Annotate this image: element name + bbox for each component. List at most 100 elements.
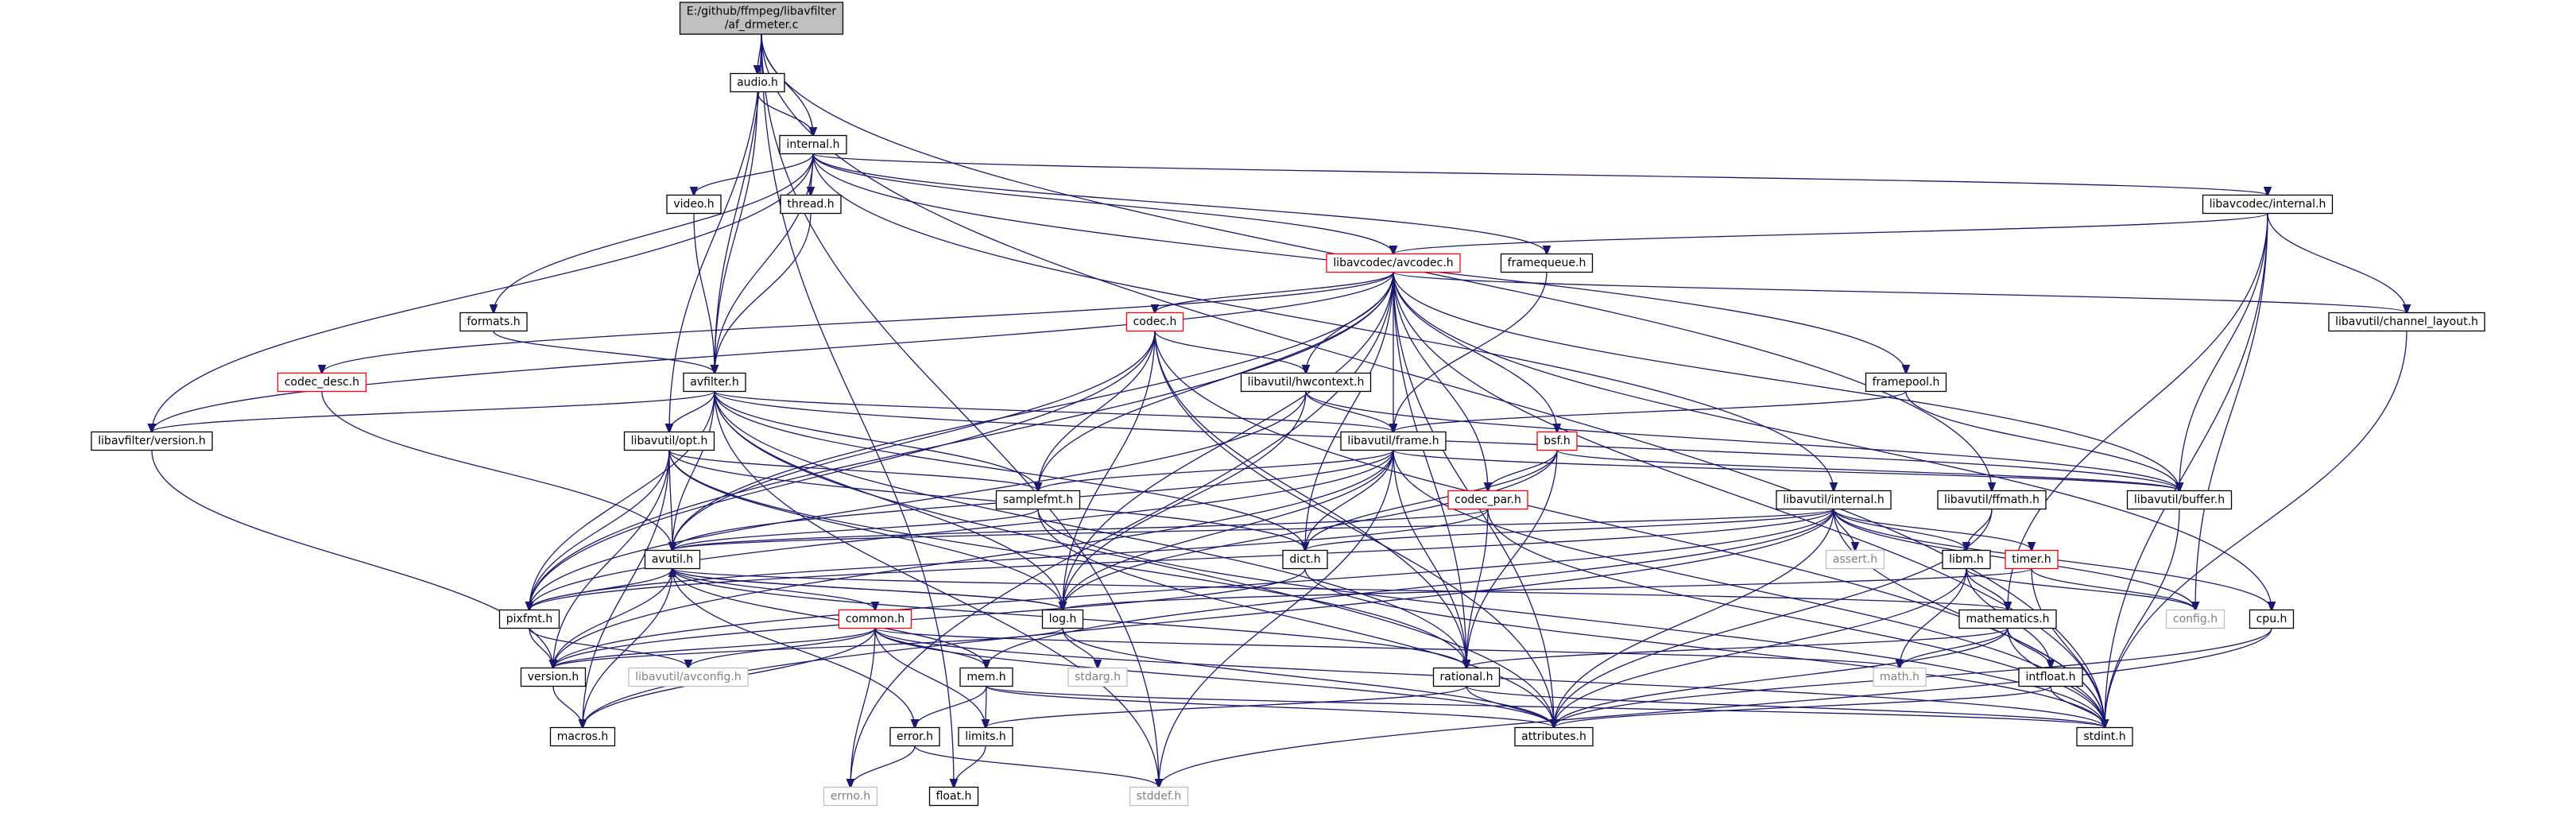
edge-path: [553, 450, 670, 668]
edge-path: [1037, 509, 1554, 728]
node-cpu[interactable]: cpu.h: [2249, 609, 2295, 629]
edge-path: [1393, 272, 1488, 491]
node-samplefmt[interactable]: samplefmt.h: [995, 490, 1081, 510]
node-opt[interactable]: libavutil/opt.h: [623, 431, 715, 451]
node-timer[interactable]: timer.h: [2005, 549, 2059, 570]
node-ffmath[interactable]: libavutil/ffmath.h: [1937, 490, 2047, 510]
node-hwcontext[interactable]: libavutil/hwcontext.h: [1240, 372, 1372, 393]
edge-common-to-limits: [874, 628, 986, 728]
edge-path: [1487, 509, 2105, 728]
node-label: attributes.h: [1521, 730, 1586, 743]
node-bsf[interactable]: bsf.h: [1536, 431, 1578, 451]
edge-video-to-avfilter: [693, 213, 715, 374]
edge-internal-to-lavfi_version: [152, 153, 814, 432]
node-root[interactable]: E:/github/ffmpeg/libavfilter/af_drmeter.…: [679, 2, 844, 35]
edge-path: [714, 391, 1554, 728]
edge-avcodec-to-errno: [850, 272, 1394, 788]
node-macros[interactable]: macros.h: [549, 726, 616, 747]
node-lavc-internal[interactable]: libavcodec/internal.h: [2202, 194, 2334, 215]
node-box: [2076, 726, 2133, 747]
node-stdint[interactable]: stdint.h: [2076, 726, 2133, 747]
edge-intfloat-to-attributes: [1554, 685, 2051, 728]
edge-opt-to-macros: [583, 450, 670, 728]
node-video[interactable]: video.h: [666, 194, 722, 215]
node-mathematics[interactable]: mathematics.h: [1958, 609, 2057, 629]
node-frame[interactable]: libavutil/frame.h: [1340, 431, 1447, 451]
edge-hwcontext-to-log: [1063, 391, 1307, 610]
edge-codec_par-to-avutil: [672, 508, 1489, 551]
node-avcodec[interactable]: libavcodec/avcodec.h: [1326, 253, 1461, 273]
edge-path: [553, 568, 1306, 668]
edge-path: [1900, 568, 1967, 668]
node-avutil[interactable]: avutil.h: [644, 549, 701, 570]
node-label: macros.h: [557, 730, 609, 743]
edge-timer-to-stdint: [2031, 568, 2105, 728]
node-codec-par[interactable]: codec_par.h: [1447, 490, 1528, 510]
node-audio[interactable]: audio.h: [730, 72, 785, 93]
node-error[interactable]: error.h: [889, 726, 940, 747]
edge-frame-to-version: [553, 450, 1394, 668]
edge-path: [1393, 272, 2105, 728]
edge-path: [688, 628, 876, 668]
node-label: libavutil/ffmath.h: [1944, 494, 2039, 506]
node-channel-layout[interactable]: libavutil/channel_layout.h: [2328, 312, 2485, 332]
edge-path: [529, 628, 553, 668]
node-rational[interactable]: rational.h: [1432, 667, 1501, 687]
edge-avfilter-to-frame: [714, 390, 1393, 432]
node-box: [995, 490, 1081, 510]
edge-path: [1466, 450, 1558, 668]
node-mem[interactable]: mem.h: [959, 667, 1013, 687]
node-codec-desc[interactable]: codec_desc.h: [277, 372, 367, 393]
node-dict[interactable]: dict.h: [1282, 549, 1328, 570]
node-label: E:/github/ffmpeg/libavfilter: [687, 6, 837, 18]
node-box: [959, 667, 1013, 687]
edge-path: [1393, 272, 1548, 432]
node-label: /af_drmeter.c: [725, 19, 799, 32]
edge-path: [672, 508, 1489, 551]
edge-framequeue-to-frame: [1393, 272, 1548, 432]
node-box: [1326, 253, 1461, 273]
node-formats[interactable]: formats.h: [459, 312, 528, 332]
node-libm[interactable]: libm.h: [1942, 549, 1991, 570]
edge-avfilter-to-opt: [669, 391, 715, 432]
node-label: codec_desc.h: [285, 376, 359, 389]
edge-timer-to-log: [1063, 567, 2032, 610]
edge-path: [672, 567, 2008, 610]
edge-avcodec-to-stdint: [1393, 272, 2105, 728]
node-box: [823, 786, 878, 807]
node-version[interactable]: version.h: [520, 667, 587, 687]
edge-avutil-to-error: [672, 568, 915, 728]
node-framequeue[interactable]: framequeue.h: [1500, 253, 1594, 273]
node-float[interactable]: float.h: [928, 786, 979, 807]
edge-framepool-to-buffer: [1905, 391, 2179, 491]
node-lavfi-version[interactable]: libavfilter/version.h: [91, 431, 213, 451]
node-box: [1129, 786, 1189, 807]
node-label: libavutil/buffer.h: [2134, 494, 2225, 506]
node-box: [2202, 194, 2334, 215]
edge-path: [668, 450, 1305, 551]
node-attributes[interactable]: attributes.h: [1514, 726, 1594, 747]
edge-opt-to-samplefmt: [668, 449, 1038, 491]
edge-codec_par-to-stdint: [1487, 509, 2105, 728]
node-internal[interactable]: internal.h: [779, 134, 847, 155]
edge-path: [812, 153, 1547, 254]
node-math: math.h: [1873, 667, 1927, 687]
node-codec[interactable]: codec.h: [1125, 312, 1184, 332]
node-limits[interactable]: limits.h: [958, 726, 1013, 747]
node-avfilter[interactable]: avfilter.h: [683, 372, 746, 393]
node-common[interactable]: common.h: [838, 609, 912, 629]
edge-codec-to-avutil: [672, 331, 1156, 551]
node-framepool[interactable]: framepool.h: [1865, 372, 1947, 393]
node-log[interactable]: log.h: [1041, 609, 1084, 629]
edge-path: [1554, 509, 1834, 728]
node-thread[interactable]: thread.h: [780, 194, 842, 215]
edge-path: [672, 508, 1039, 551]
node-pixfmt[interactable]: pixfmt.h: [498, 609, 560, 629]
node-label: stddef.h: [1137, 790, 1181, 803]
node-intfloat[interactable]: intfloat.h: [2018, 667, 2083, 687]
edge-avcodec-to-codec_desc: [322, 272, 1394, 374]
node-lavu-internal[interactable]: libavutil/internal.h: [1776, 490, 1892, 510]
node-buffer[interactable]: libavutil/buffer.h: [2126, 490, 2233, 510]
edge-lavu_internal-to-avutil: [672, 508, 1834, 551]
edge-path: [1393, 272, 1466, 668]
